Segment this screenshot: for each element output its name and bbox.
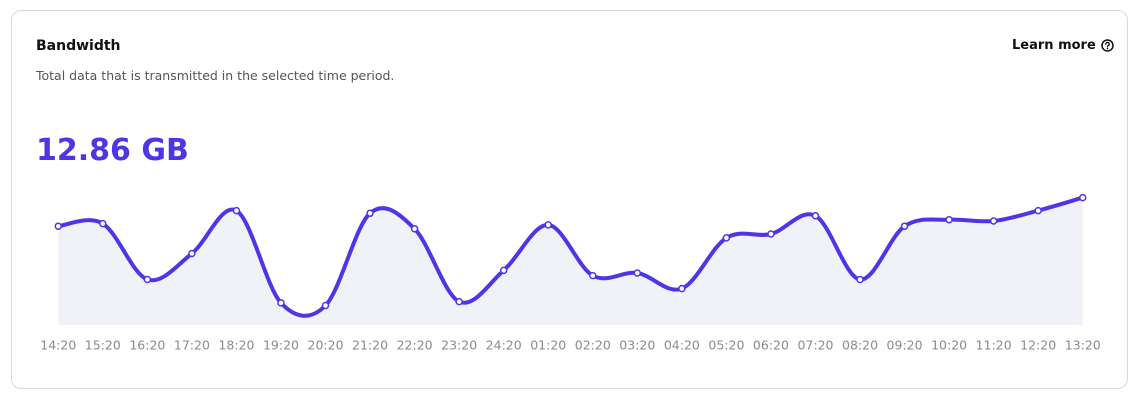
x-tick-label: 16:20	[129, 338, 165, 353]
card-title: Bandwidth	[36, 38, 121, 54]
area	[58, 197, 1083, 325]
x-tick-label: 10:20	[931, 338, 967, 353]
point	[277, 299, 285, 307]
point	[499, 266, 508, 275]
point	[856, 275, 864, 284]
x-tick-label: 03:20	[619, 338, 655, 353]
point	[989, 217, 998, 225]
point	[366, 209, 374, 217]
x-tick-label: 12:20	[1020, 338, 1056, 353]
point	[678, 284, 686, 293]
point	[410, 225, 419, 233]
point	[188, 249, 196, 258]
card-description: Total data that is transmitted in the se…	[36, 68, 395, 83]
point	[811, 212, 820, 220]
x-tick-label: 14:20	[40, 338, 76, 353]
x-tick-label: 08:20	[842, 338, 878, 353]
point	[321, 301, 330, 310]
x-tick-label: 05:20	[708, 338, 744, 353]
point	[633, 269, 642, 277]
point	[99, 219, 107, 228]
help-icon[interactable]	[1101, 39, 1114, 52]
total-value: 12.86 GB	[36, 133, 189, 168]
x-tick-label: 07:20	[797, 338, 833, 353]
point	[1034, 206, 1042, 215]
x-tick-label: 17:20	[174, 338, 210, 353]
point	[544, 221, 552, 229]
x-tick-label: 18:20	[218, 338, 254, 353]
x-tick-label: 01:20	[530, 338, 566, 353]
point	[767, 230, 775, 238]
point	[589, 271, 597, 280]
x-tick-label: 24:20	[486, 338, 522, 353]
x-tick-label: 22:20	[397, 338, 433, 353]
x-tick-label: 06:20	[753, 338, 789, 353]
x-tick-label: 13:20	[1065, 338, 1101, 353]
point	[945, 215, 953, 224]
point	[900, 222, 909, 230]
x-tick-label: 11:20	[976, 338, 1012, 353]
point	[722, 234, 731, 242]
point	[54, 222, 63, 230]
learn-more-text[interactable]: Learn more	[1012, 38, 1096, 53]
x-tick-label: 23:20	[441, 338, 477, 353]
card	[11, 10, 1128, 389]
x-tick-label: 15:20	[85, 338, 121, 353]
learn-more-link[interactable]: Learn more	[1012, 38, 1114, 53]
x-tick-label: 20:20	[308, 338, 344, 353]
point	[1078, 193, 1087, 202]
x-tick-label: 21:20	[352, 338, 388, 353]
point	[455, 297, 463, 306]
x-tick-label: 19:20	[263, 338, 299, 353]
x-tick-label: 09:20	[887, 338, 923, 353]
point	[232, 206, 241, 215]
point	[143, 275, 152, 284]
x-tick-label: 04:20	[664, 338, 700, 353]
x-tick-label: 02:20	[575, 338, 611, 353]
